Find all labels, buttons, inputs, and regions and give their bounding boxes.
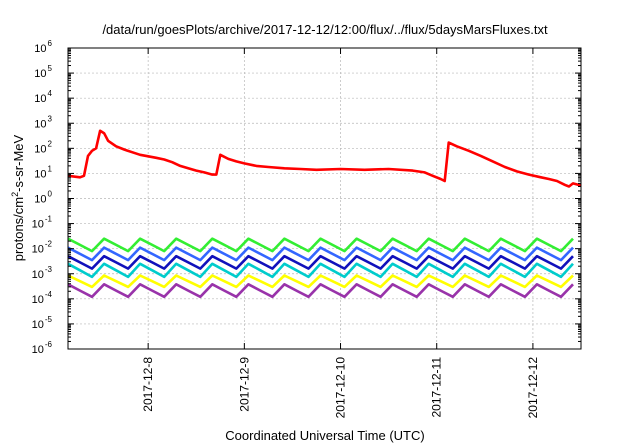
x-tick-label: 2017-12-10 [334,357,348,419]
series-line-1 [67,129,582,188]
y-tick-label: 105 [34,64,52,80]
chart-title: /data/run/goesPlots/archive/2017-12-12/1… [102,22,548,37]
x-tick-label: 2017-12-9 [237,357,251,412]
y-axis-ticks: 10-6 10-5 10-4 10-3 10-2 10-1 100 101 102 103 104 1… [32,39,581,356]
y-tick-label: 10-2 [32,240,53,256]
y-tick-label: 103 [34,114,52,130]
y-tick-label: 101 [34,164,52,180]
x-tick-label: 2017-12-8 [141,357,155,412]
x-tick-label: 2017-12-11 [430,357,444,418]
y-tick-label: 102 [34,139,52,155]
series-line-3 [67,246,574,262]
y-tick-label: 106 [34,39,52,55]
y-tick-label: 100 [34,190,52,206]
series-lines [67,129,582,299]
x-tick-label: 2017-12-12 [526,357,540,419]
y-tick-label: 104 [34,89,52,105]
series-line-5 [67,262,574,279]
y-tick-label: 10-6 [32,340,53,356]
x-axis-label: Coordinated Universal Time (UTC) [225,428,424,443]
series-line-4 [67,254,574,270]
y-tick-label: 10-5 [32,315,53,331]
y-axis-label: protons/cm2-s-sr-MeV [10,134,26,261]
series-line-7 [67,283,574,299]
x-axis-ticks: 2017-12-8 2017-12-9 2017-12-10 2017-12-11 20… [141,48,540,418]
y-tick-label: 10-3 [32,265,53,281]
y-tick-label: 10-1 [32,215,53,231]
series-line-2 [67,237,574,253]
grid-lines [68,48,581,349]
y-tick-label: 10-4 [32,290,53,306]
series-line-6 [67,274,574,289]
